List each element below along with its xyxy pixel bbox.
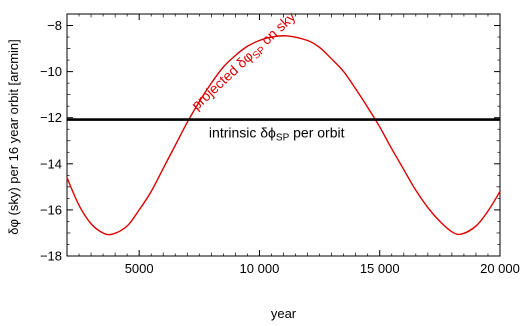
series — [66, 35, 501, 236]
y-tick-label: −10 — [40, 64, 62, 79]
y-tick-label: −16 — [40, 202, 62, 217]
label-main: intrinsic δϕ — [209, 124, 276, 140]
x-tick-label: 5000 — [125, 261, 154, 276]
x-axis-label: year — [271, 306, 297, 321]
projected-curve-label: projected δφSP on sky — [188, 8, 300, 115]
label-after: on sky — [255, 8, 298, 50]
y-tick-label: −8 — [47, 18, 62, 33]
y-tick-label: −14 — [40, 156, 62, 171]
x-tick-label: 20 000 — [480, 261, 520, 276]
x-tick-label: 10 000 — [240, 261, 280, 276]
intrinsic-line-label: intrinsic δϕSP per orbit — [209, 124, 345, 143]
y-tick-label: −12 — [40, 110, 62, 125]
ticks: 5000 10 000 15 000 20 000 −18 −16 −14 −12 −10 −8 — [40, 13, 520, 276]
label-subscript: SP — [276, 132, 290, 143]
y-axis-label: δφ (sky) per 16 year orbit [arcmin] — [6, 39, 21, 235]
label-main: projected δφ — [188, 48, 256, 113]
projected-curve — [66, 35, 501, 236]
x-tick-label: 15 000 — [360, 261, 400, 276]
y-tick-label: −18 — [40, 249, 62, 264]
label-after: per orbit — [289, 124, 344, 140]
